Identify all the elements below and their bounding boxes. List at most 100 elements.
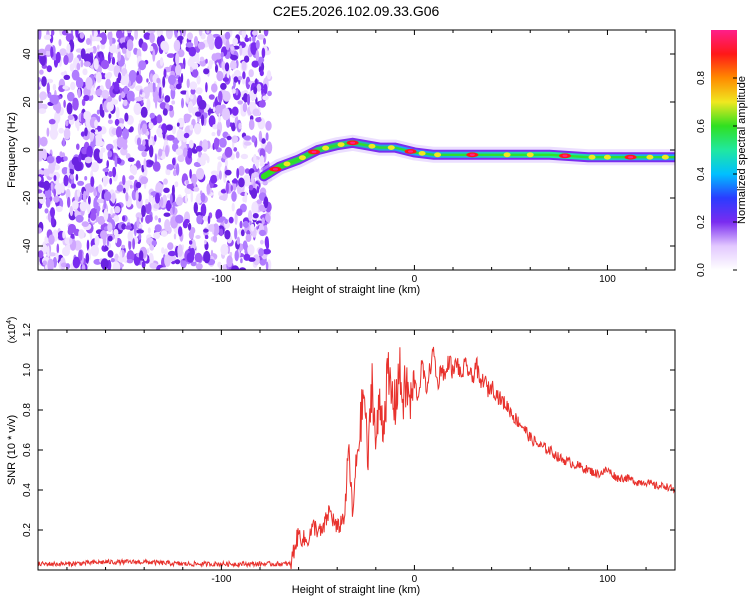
- noise-speck: [78, 153, 82, 163]
- noise-speck: [218, 113, 221, 123]
- noise-speck: [231, 88, 236, 94]
- noise-speck: [264, 236, 269, 248]
- noise-speck: [175, 83, 182, 90]
- noise-speck: [207, 215, 211, 225]
- noise-speck: [177, 35, 184, 41]
- noise-speck: [249, 220, 252, 227]
- noise-speck: [107, 64, 116, 71]
- noise-speck: [184, 218, 190, 224]
- noise-speck: [94, 119, 98, 129]
- noise-speck: [88, 195, 91, 205]
- noise-speck: [99, 150, 103, 160]
- noise-speck: [162, 194, 168, 206]
- noise-speck: [193, 36, 199, 47]
- noise-speck: [243, 55, 250, 63]
- noise-speck: [163, 178, 168, 185]
- noise-speck: [138, 60, 147, 71]
- noise-speck: [197, 41, 206, 50]
- noise-speck: [89, 47, 94, 53]
- noise-speck: [246, 93, 251, 106]
- noise-speck: [152, 161, 161, 172]
- noise-speck: [115, 107, 120, 119]
- noise-speck: [188, 139, 194, 149]
- noise-speck: [90, 176, 95, 188]
- noise-speck: [53, 175, 57, 182]
- signal-peak: [368, 143, 376, 149]
- noise-speck: [253, 154, 257, 164]
- noise-speck: [38, 169, 44, 176]
- noise-speck: [54, 182, 63, 195]
- noise-speck: [220, 244, 229, 256]
- noise-speck: [102, 175, 109, 185]
- noise-speck: [171, 126, 177, 135]
- signal-peak: [646, 154, 654, 160]
- noise-speck: [110, 258, 115, 263]
- noise-speck: [215, 64, 218, 73]
- noise-speck: [205, 58, 208, 64]
- noise-speck: [107, 222, 113, 233]
- noise-speck: [212, 106, 216, 113]
- noise-speck: [226, 135, 232, 141]
- signal-peak-core: [408, 150, 414, 153]
- noise-speck: [261, 138, 266, 144]
- noise-speck: [169, 193, 173, 205]
- noise-speck: [109, 177, 113, 185]
- noise-speck: [67, 114, 74, 121]
- noise-speck: [244, 37, 250, 43]
- noise-speck: [76, 122, 80, 132]
- spectrogram-x-tick-label: 0: [412, 274, 418, 285]
- noise-speck: [48, 119, 56, 125]
- noise-speck: [166, 134, 175, 141]
- noise-speck: [82, 190, 87, 203]
- colorbar-ticks: 0.0 0.2 0.4 0.6 0.8: [696, 71, 737, 277]
- noise-speck: [142, 139, 146, 146]
- noise-speck: [232, 37, 238, 46]
- noise-speck: [117, 72, 122, 82]
- noise-speck: [195, 263, 203, 270]
- noise-speck: [122, 175, 126, 186]
- noise-speck: [93, 58, 99, 70]
- noise-speck: [65, 120, 69, 127]
- noise-speck: [252, 35, 256, 43]
- noise-speck: [71, 69, 80, 81]
- noise-speck: [189, 240, 193, 245]
- noise-speck: [38, 48, 47, 57]
- noise-speck: [47, 258, 55, 270]
- noise-speck: [231, 265, 240, 270]
- signal-peak: [337, 142, 345, 148]
- noise-speck: [242, 71, 246, 80]
- noise-speck: [221, 107, 231, 121]
- noise-speck: [111, 97, 115, 103]
- noise-speck: [62, 85, 69, 90]
- noise-speck: [175, 214, 184, 224]
- noise-speck: [234, 227, 238, 240]
- noise-speck: [157, 184, 164, 189]
- noise-speck: [96, 206, 100, 217]
- noise-speck: [240, 101, 243, 114]
- noise-speck: [243, 141, 252, 146]
- noise-speck: [45, 197, 51, 208]
- noise-speck: [192, 69, 199, 78]
- noise-speck: [148, 160, 154, 165]
- noise-speck: [51, 94, 59, 105]
- noise-speck: [196, 75, 201, 85]
- noise-speck: [122, 47, 127, 54]
- noise-speck: [38, 108, 47, 114]
- noise-speck: [70, 174, 74, 180]
- noise-speck: [231, 135, 239, 144]
- noise-speck: [76, 189, 81, 198]
- noise-speck: [161, 247, 165, 254]
- noise-speck: [42, 149, 47, 161]
- noise-speck: [63, 54, 69, 66]
- noise-speck: [41, 76, 47, 87]
- noise-speck: [136, 229, 144, 234]
- noise-speck: [51, 215, 55, 226]
- noise-speck: [243, 135, 252, 141]
- noise-speck: [187, 32, 193, 40]
- noise-speck: [225, 39, 230, 51]
- noise-speck: [149, 32, 155, 44]
- noise-speck: [235, 151, 240, 159]
- noise-speck: [163, 212, 171, 217]
- signal-peak: [503, 152, 511, 158]
- noise-speck: [60, 181, 65, 194]
